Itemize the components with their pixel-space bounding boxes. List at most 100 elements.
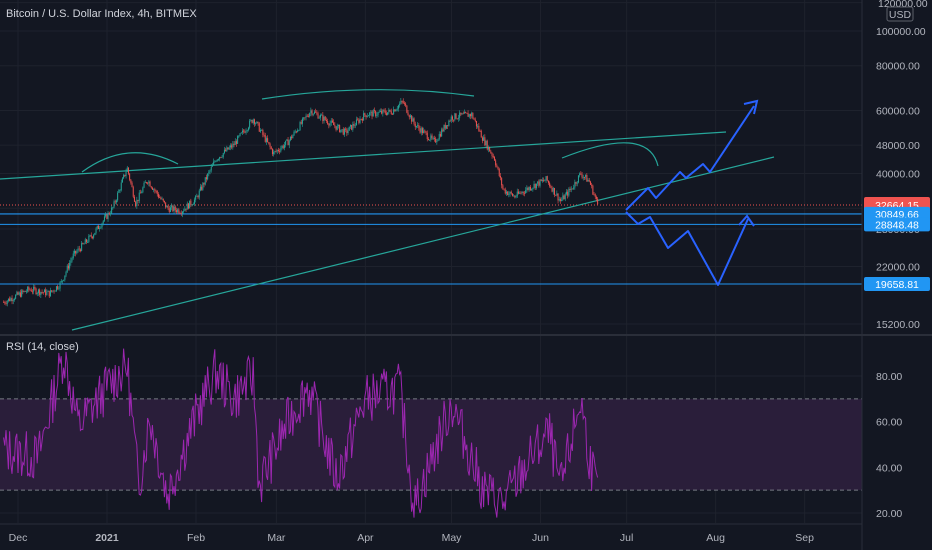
candle-body <box>148 181 150 184</box>
candle-body <box>454 113 456 120</box>
rounded-top-arc[interactable] <box>81 152 179 173</box>
candle-body <box>117 192 119 201</box>
candle-body <box>96 225 98 229</box>
candle-body <box>331 120 333 123</box>
candle-body <box>576 182 578 184</box>
rounded-top-arc[interactable] <box>261 89 475 100</box>
candle-body <box>201 186 203 190</box>
projection-layer <box>625 99 759 286</box>
candle-body <box>583 176 585 178</box>
candle-body <box>321 114 323 116</box>
candle-body <box>210 166 212 171</box>
candle-body <box>211 164 213 167</box>
candle-body <box>593 194 595 196</box>
candle-body <box>424 130 426 132</box>
candle-body <box>544 180 546 182</box>
candle-body <box>527 187 529 190</box>
candle-body <box>592 185 594 195</box>
candle-body <box>437 139 439 142</box>
candle-body <box>445 125 447 129</box>
candle-body <box>451 116 453 120</box>
candle-body <box>378 111 380 113</box>
rsi-axis[interactable]: 20.00 40.00 60.00 80.00 <box>876 371 902 520</box>
candle-body <box>124 174 126 176</box>
candle-body <box>298 130 300 132</box>
candle-body <box>346 129 348 134</box>
candle-body <box>514 195 516 198</box>
candle-body <box>274 151 276 152</box>
candle-body <box>235 141 237 144</box>
candle-body <box>30 289 32 292</box>
candle-body <box>17 292 19 295</box>
candle-body <box>444 124 446 129</box>
candle-body <box>384 110 386 114</box>
candle-body <box>570 188 572 190</box>
candle-body <box>67 265 69 269</box>
candle-body <box>430 135 432 140</box>
upper-trendline[interactable] <box>0 131 727 180</box>
candle-body <box>273 151 275 155</box>
candle-body <box>400 100 402 104</box>
currency-badge[interactable] <box>886 6 914 22</box>
candle-body <box>177 209 179 213</box>
candle-body <box>48 290 50 297</box>
candle-body <box>311 110 313 115</box>
candle-body <box>15 294 17 299</box>
candle-body <box>435 138 437 143</box>
candle-body <box>155 190 157 192</box>
candle-body <box>564 194 566 200</box>
candle-body <box>178 209 180 214</box>
time-axis[interactable]: Dec 2021 Feb Mar Apr May Jun Jul Aug Sep <box>9 532 814 544</box>
candle-body <box>246 130 248 131</box>
chart-title: Bitcoin / U.S. Dollar Index, 4h, BITMEX <box>6 8 197 20</box>
candle-body <box>588 180 590 182</box>
rounded-top-arc[interactable] <box>561 142 659 167</box>
candle-body <box>93 235 95 238</box>
candle-body <box>401 100 403 102</box>
candle-body <box>193 199 195 204</box>
candle-body <box>280 148 282 152</box>
candle-body <box>427 139 429 141</box>
candle-body <box>293 131 295 136</box>
candle-body <box>135 201 137 207</box>
candle-body <box>529 186 531 190</box>
lower-trendline[interactable] <box>71 156 775 331</box>
candle-body <box>442 129 444 132</box>
bearish-projection-path[interactable] <box>625 211 749 286</box>
candle-body <box>47 290 49 292</box>
candle-body <box>316 112 318 114</box>
candle-body <box>22 290 24 292</box>
candle-body <box>279 150 281 152</box>
candle-body <box>39 289 41 295</box>
candle-body <box>103 216 105 221</box>
candle-body <box>408 115 410 118</box>
candle-body <box>162 198 164 201</box>
candle-body <box>161 198 163 200</box>
candle-body <box>526 187 528 191</box>
candle-body <box>323 116 325 122</box>
candle-body <box>183 210 185 212</box>
candle-body <box>419 128 421 133</box>
time-tick-label: Sep <box>795 532 814 544</box>
candle-body <box>51 290 53 292</box>
candle-body <box>449 120 451 122</box>
candle-body <box>486 140 488 150</box>
candle-body <box>79 249 81 251</box>
candle-body <box>358 119 360 123</box>
candle-body <box>289 136 291 141</box>
candle-body <box>360 118 362 120</box>
candle-body <box>54 290 56 292</box>
candle-body <box>575 182 577 184</box>
time-tick-label: Jun <box>532 532 549 544</box>
candle-body <box>228 147 230 150</box>
bullish-projection-path[interactable] <box>625 105 755 211</box>
candle-body <box>557 193 559 201</box>
candle-body <box>571 188 573 190</box>
candle-body <box>143 182 145 188</box>
candle-body <box>243 130 245 132</box>
candle-body <box>282 145 284 148</box>
candle-body <box>207 173 209 180</box>
candle-body <box>498 169 500 177</box>
candle-body <box>556 193 558 196</box>
